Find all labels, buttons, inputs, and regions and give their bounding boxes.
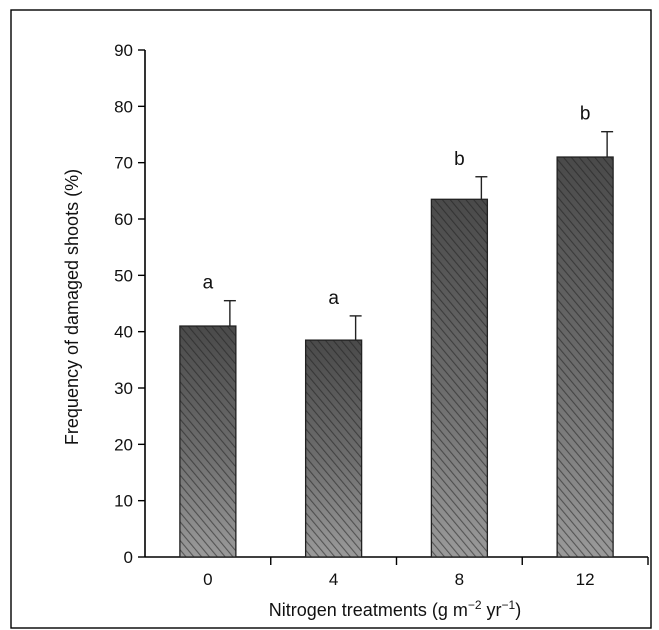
y-axis-label: Frequency of damaged shoots (%)	[62, 169, 82, 445]
y-tick-label: 80	[114, 97, 133, 116]
x-axis-label-exponent-2: −1	[502, 598, 516, 612]
y-tick-label: 0	[124, 548, 133, 567]
x-tick-label: 8	[455, 570, 464, 589]
x-axis-label-exponent-1: −2	[468, 598, 482, 612]
bar-hatch	[431, 199, 488, 558]
x-axis-label-main: Nitrogen treatments (g m	[269, 600, 468, 620]
significance-letter: a	[328, 288, 339, 309]
y-tick-label: 50	[114, 266, 133, 285]
significance-letter: b	[580, 104, 591, 125]
y-tick-label: 10	[114, 492, 133, 511]
y-tick-label: 90	[114, 41, 133, 60]
x-tick-label: 4	[329, 570, 338, 589]
x-tick-label: 0	[203, 570, 212, 589]
x-axis-label: Nitrogen treatments (g m−2 yr−1)	[269, 598, 521, 620]
y-tick-label: 70	[114, 154, 133, 173]
bar-hatch	[557, 157, 614, 558]
y-tick-label: 30	[114, 379, 133, 398]
figure-border	[10, 9, 652, 629]
bar-hatch	[305, 340, 362, 557]
y-ticks: 0 10 20 30 40 50 60 70 80 90	[114, 41, 145, 567]
significance-letter: b	[454, 149, 465, 170]
y-tick-label: 20	[114, 435, 133, 454]
x-tick-label: 12	[576, 570, 595, 589]
x-ticks: 0 4 8 12	[203, 557, 649, 589]
significance-letter: a	[203, 273, 214, 294]
bars: a a b b	[179, 104, 614, 558]
x-axis-label-middle: yr	[482, 600, 502, 620]
plot-area: 0 10 20 30 40 50 60 70 80 90 0 4 8 12 a a b b	[114, 41, 649, 589]
y-tick-label: 40	[114, 323, 133, 342]
bar	[556, 156, 614, 558]
bar	[179, 325, 237, 558]
bar-hatch	[179, 326, 236, 557]
x-axis-label-end: )	[515, 600, 521, 620]
bar	[304, 339, 363, 558]
bar	[430, 198, 489, 558]
y-tick-label: 60	[114, 210, 133, 229]
